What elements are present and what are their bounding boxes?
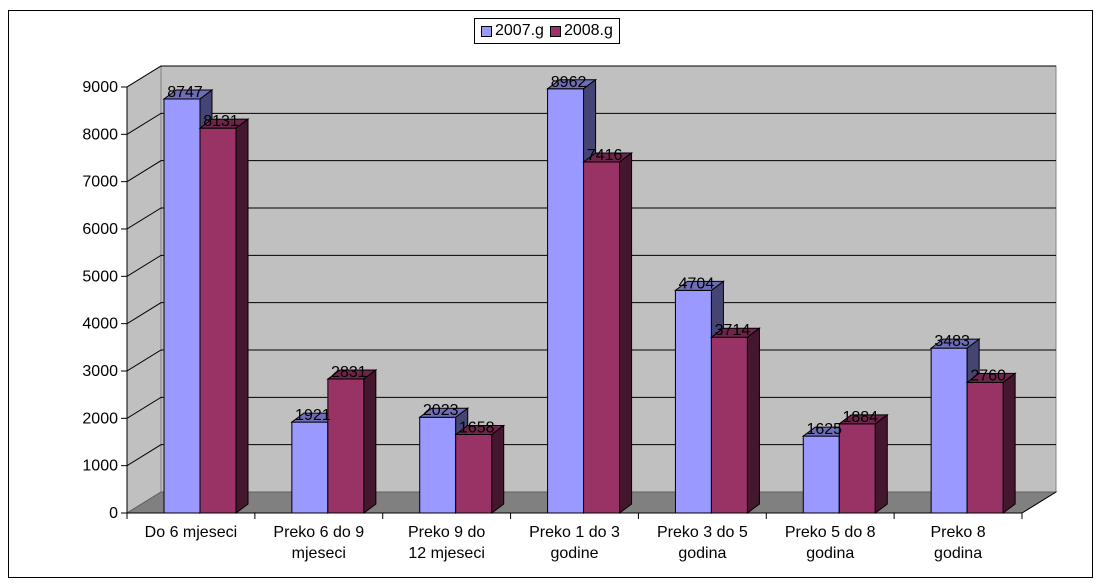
bar-2007.g-1 <box>291 421 329 514</box>
data-label: 8962 <box>551 74 587 91</box>
gridline <box>126 302 1056 325</box>
data-label: 1625 <box>806 421 842 438</box>
bar-side-2008.g-3 <box>619 151 633 514</box>
gridline <box>126 65 1056 88</box>
data-label: 2831 <box>331 364 367 381</box>
y-tick-label: 4000 <box>82 316 118 333</box>
legend-item-2008: 2008.g <box>549 22 613 40</box>
bar-2008.g-4 <box>710 336 748 514</box>
bar-side-2008.g-6 <box>1002 372 1016 514</box>
x-tick-label: Do 6 mjeseci <box>145 524 237 541</box>
data-label: 4704 <box>679 275 715 292</box>
legend-item-2007: 2007.g <box>481 22 544 40</box>
bar-2008.g-0 <box>199 127 237 514</box>
y-tick-label: 6000 <box>82 221 118 238</box>
data-label: 3714 <box>715 322 751 339</box>
legend-label-2008: 2008.g <box>563 22 613 39</box>
data-label: 3483 <box>934 333 970 350</box>
y-tick-label: 2000 <box>82 410 118 427</box>
data-label: 8747 <box>167 84 203 101</box>
side-wall <box>126 65 162 514</box>
legend-label-2007: 2007.g <box>495 22 544 39</box>
x-tick-label: Preko 9 do 12 mjeseci <box>408 524 485 562</box>
data-label: 1658 <box>459 420 495 437</box>
data-label: 1884 <box>842 409 878 426</box>
y-tick-label: 7000 <box>82 174 118 191</box>
bar-2007.g-6 <box>930 347 968 514</box>
bar-2007.g-2 <box>419 416 457 514</box>
y-tick-label: 5000 <box>82 268 118 285</box>
bar-2008.g-5 <box>838 423 876 514</box>
gridline <box>126 254 1056 277</box>
x-tick-label: Preko 1 do 3 godine <box>529 524 620 562</box>
y-tick-label: 9000 <box>82 79 118 96</box>
bar-side-2008.g-1 <box>363 368 377 514</box>
y-tick-label: 3000 <box>82 363 118 380</box>
bar-2008.g-2 <box>455 434 493 514</box>
y-tick-label: 1000 <box>82 458 118 475</box>
y-tick-label: 8000 <box>82 126 118 143</box>
legend-swatch-2007 <box>481 25 492 37</box>
data-label: 2023 <box>423 402 459 419</box>
bar-2007.g-4 <box>674 289 712 514</box>
x-tick-label: Preko 3 do 5 godina <box>657 524 748 562</box>
legend: 2007.g 2008.g <box>474 18 620 44</box>
x-tick-label: Preko 6 do 9 mjeseci <box>273 524 364 562</box>
data-label: 8131 <box>203 113 239 130</box>
bar-2008.g-6 <box>966 381 1004 514</box>
bar-side-2008.g-4 <box>746 327 760 514</box>
x-tick-label: Preko 5 do 8 godina <box>785 524 876 562</box>
bar-2007.g-0 <box>163 98 201 514</box>
x-tick-label: Preko 8 godina <box>931 524 986 562</box>
y-tick-label: 0 <box>109 505 118 522</box>
bar-2008.g-1 <box>327 378 365 514</box>
bar-2007.g-3 <box>547 88 585 514</box>
bar-side-2008.g-2 <box>491 424 505 514</box>
gridline <box>126 207 1056 230</box>
bar-side-2008.g-5 <box>874 413 888 514</box>
legend-swatch-2008 <box>549 25 561 37</box>
data-label: 2760 <box>970 367 1006 384</box>
bar-2007.g-5 <box>802 435 840 514</box>
x-axis-depth <box>1021 491 1057 514</box>
data-label: 7416 <box>587 147 623 164</box>
bar-2008.g-3 <box>583 161 621 514</box>
gridline <box>126 160 1056 183</box>
data-label: 1921 <box>295 407 331 424</box>
bar-side-2008.g-0 <box>235 118 249 514</box>
gridline <box>126 112 1056 135</box>
